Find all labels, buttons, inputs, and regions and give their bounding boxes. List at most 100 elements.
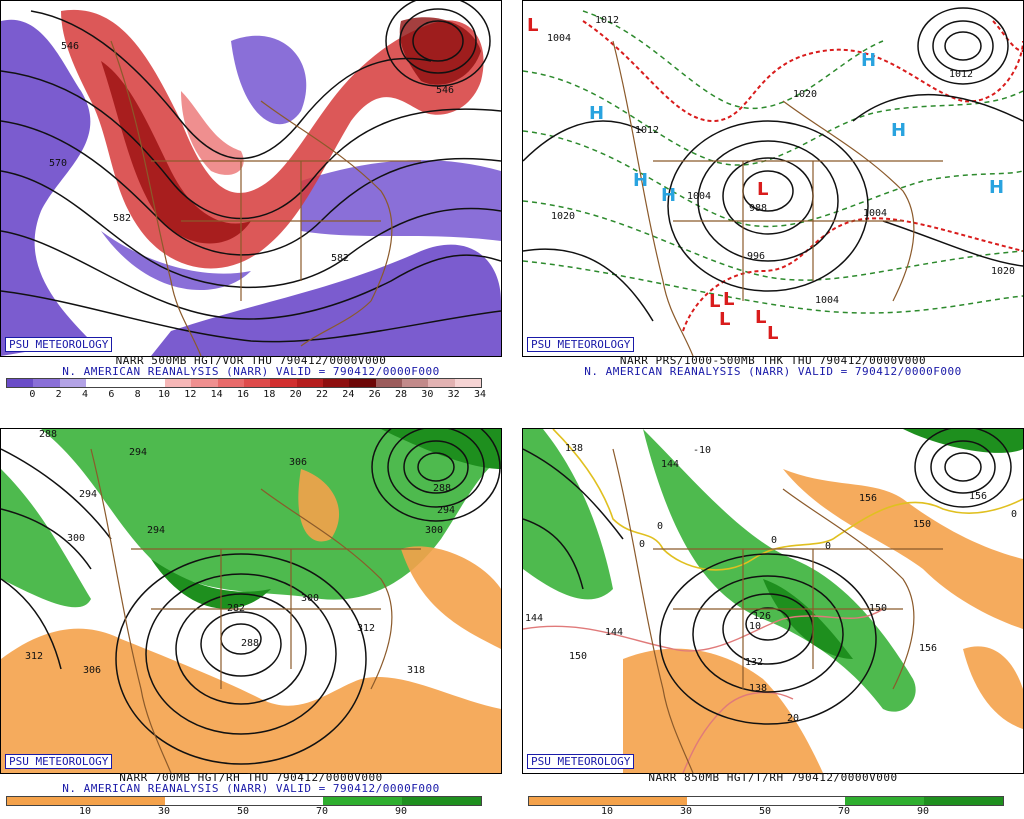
colorbar-swatch (191, 379, 218, 387)
panel-pressure-thickness: 1012 1004 1012 1020 1004 988 996 1020 10… (522, 0, 1024, 403)
isobar-label: 1004 (815, 295, 839, 306)
contour-label: 138 (749, 683, 767, 694)
isobar-label: 1004 (863, 208, 887, 219)
map-850mb-temp-rh: 138 144 -10 0 0 0 0 156 150 144 126 10 1… (522, 428, 1024, 774)
contour-label: 300 (425, 525, 443, 536)
colorbar-swatch (375, 379, 402, 387)
contour-label: 582 (331, 253, 349, 264)
isobar-label: 988 (749, 203, 767, 214)
colorbar-tick-label: 28 (394, 389, 408, 400)
colorbar-ticks: 10 30 50 70 90 (528, 806, 1002, 818)
colorbar-swatch (454, 379, 481, 387)
isotherm-label: 20 (787, 713, 799, 724)
colorbar-ticks: 0 2 4 6 8 10 12 14 16 18 20 22 24 26 28 30 32 34 (6, 389, 486, 401)
contour-label: 144 (661, 459, 679, 470)
caption-product: NARR 500MB HGT/VOR THU 790412/0000V000 (115, 354, 387, 367)
colorbar-tick-label: 12 (184, 389, 197, 400)
high-pressure-marker: H (989, 177, 1004, 198)
isotherm-label: 0 (771, 535, 777, 546)
high-pressure-marker: H (633, 170, 648, 191)
colorbar-tick-label: 4 (81, 389, 88, 400)
contour-label: 144 (605, 627, 623, 638)
caption-product: NARR 850MB HGT/T/RH 790412/0000V000 (648, 771, 898, 784)
contour-label: 582 (113, 213, 131, 224)
low-pressure-marker: L (719, 309, 730, 330)
contour-label: 294 (129, 447, 147, 458)
isotherm-label: 0 (639, 539, 645, 550)
isotherm-label: 0 (1011, 509, 1017, 520)
low-pressure-marker: L (723, 289, 734, 310)
contour-label: 150 (913, 519, 931, 530)
colorbar-tick-label: 10 (157, 389, 171, 400)
colorbar-tick-label: 70 (315, 806, 329, 817)
contour-label: 294 (79, 489, 97, 500)
high-pressure-marker: H (891, 120, 906, 141)
isobar-label: 1020 (991, 266, 1015, 277)
colorbar-swatch (270, 379, 297, 387)
isobar-label: 1020 (793, 89, 817, 100)
contour-label: 570 (49, 158, 67, 169)
panel-850mb: 138 144 -10 0 0 0 0 156 150 144 126 10 1… (522, 428, 1024, 819)
contour-label: 282 (227, 603, 245, 614)
caption-product: NARR 700MB HGT/RH THU 790412/0000V000 (119, 771, 383, 784)
colorbar-tick-label: 26 (368, 389, 381, 400)
colorbar-tick-label: 30 (421, 389, 434, 400)
contour-label: 300 (67, 533, 85, 544)
colorbar-swatch (428, 379, 455, 387)
isobar-label: 1012 (949, 69, 973, 80)
high-pressure-marker: H (661, 185, 676, 206)
colorbar-tick-label: 2 (55, 389, 62, 400)
panel-500mb: 546 546 570 582 582 PSU METEOROLOGY NARR… (0, 0, 502, 403)
contour-label: 150 (569, 651, 587, 662)
colorbar-swatch (296, 379, 323, 387)
contour-label: 150 (869, 603, 887, 614)
colorbar-tick-label: 10 (600, 806, 614, 817)
isobar-label: 996 (747, 251, 765, 262)
colorbar-swatch (7, 379, 34, 387)
caption-source: N. AMERICAN REANALYSIS (NARR) VALID = 79… (584, 365, 962, 378)
contour-label: 306 (83, 665, 101, 676)
psu-meteorology-badge: PSU METEOROLOGY (527, 337, 635, 352)
contour-label: 156 (859, 493, 877, 504)
colorbar-swatch (322, 379, 350, 387)
low-pressure-marker: L (757, 179, 768, 200)
colorbar-tick-label: 90 (916, 806, 930, 817)
colorbar-tick-label: 8 (134, 389, 141, 400)
isotherm-label: 10 (749, 621, 761, 632)
colorbar-swatch (138, 379, 165, 387)
colorbar-tick-label: 6 (108, 389, 115, 400)
colorbar-swatch (164, 379, 192, 387)
contour-label: 318 (407, 665, 425, 676)
map-500mb-vorticity: 546 546 570 582 582 PSU METEOROLOGY (0, 0, 502, 357)
colorbar-tick-label: 50 (758, 806, 772, 817)
colorbar-tick-label: 70 (837, 806, 851, 817)
colorbar-tick-label: 18 (263, 389, 276, 400)
colorbar-tick-label: 24 (342, 389, 355, 400)
colorbar-tick-label: 16 (236, 389, 250, 400)
isotherm-label: 0 (825, 541, 831, 552)
contour-label: 288 (39, 429, 57, 440)
colorbar-swatch (243, 379, 271, 387)
contour-label: 294 (147, 525, 165, 536)
contour-label: 138 (565, 443, 583, 454)
map-pressure-thickness: 1012 1004 1012 1020 1004 988 996 1020 10… (522, 0, 1024, 357)
high-pressure-marker: H (589, 103, 604, 124)
colorbar-tick-label: 34 (473, 389, 487, 400)
contour-label: 144 (525, 613, 543, 624)
contour-label: 132 (745, 657, 763, 668)
isobar-label: 1012 (595, 15, 619, 26)
caption-source: N. AMERICAN REANALYSIS (NARR) VALID = 79… (62, 365, 440, 378)
colorbar-tick-label: 22 (315, 389, 329, 400)
colorbar-swatch (401, 379, 429, 387)
colorbar-tick-label: 0 (29, 389, 36, 400)
low-pressure-marker: L (709, 291, 720, 312)
panel-700mb: 288 294 306 294 294 300 288 294 300 282 … (0, 428, 502, 819)
caption-product: NARR PRS/1000-500MB THK THU 790412/0000V… (619, 354, 927, 367)
colorbar-ticks: 10 30 50 70 90 (6, 806, 480, 818)
psu-meteorology-badge: PSU METEOROLOGY (5, 754, 113, 769)
contour-label: 306 (289, 457, 307, 468)
contour-label: 288 (433, 483, 451, 494)
colorbar-swatch (112, 379, 139, 387)
contour-label: 546 (436, 85, 454, 96)
colorbar-swatch (33, 379, 60, 387)
